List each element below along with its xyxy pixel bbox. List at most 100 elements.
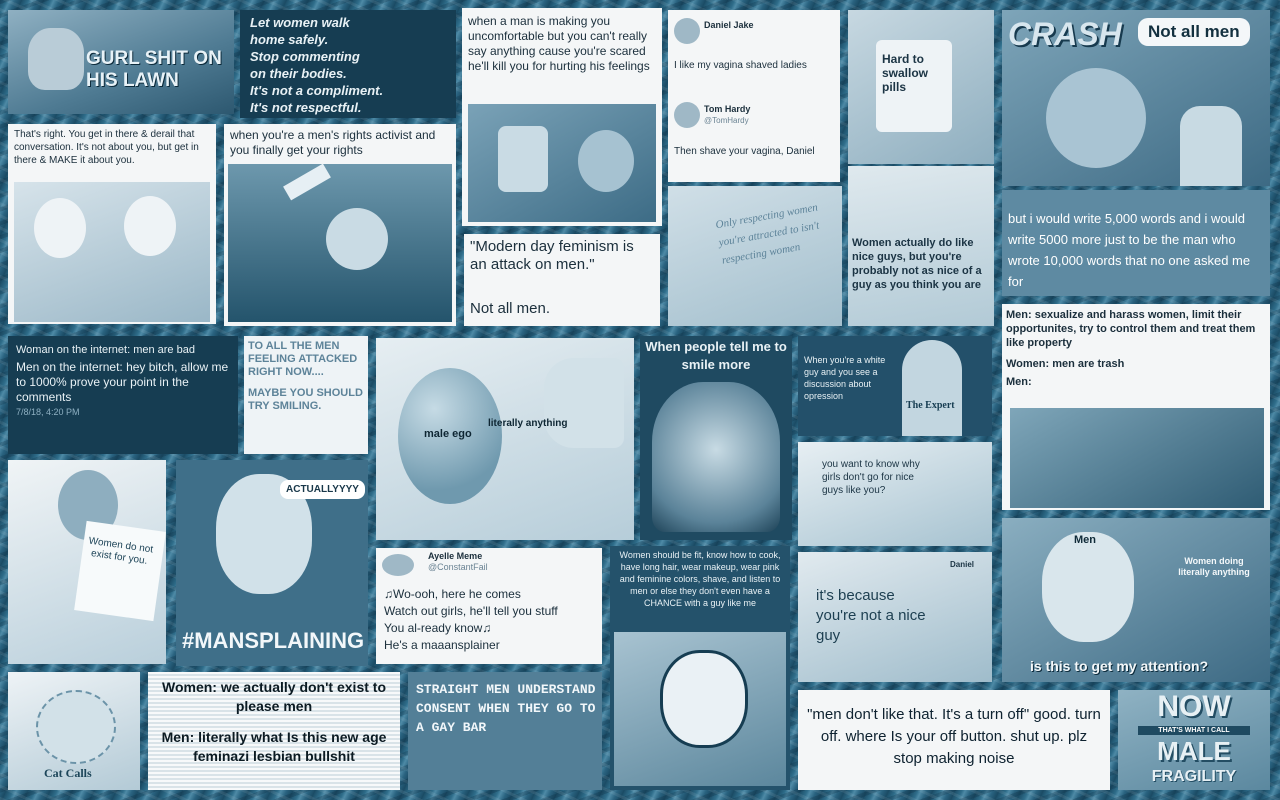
respecting-text: Only respecting women you're attracted t…: [714, 201, 821, 267]
avatar-tom: [674, 102, 700, 128]
anime-man: [1042, 532, 1134, 642]
tile-balloon: male ego literally anything: [376, 338, 634, 540]
song-line-1: ♫Wo-ooh, here he comes: [384, 587, 521, 601]
internet-time: 7/8/18, 4:20 PM: [16, 407, 80, 417]
crash-logo: CRASH: [1008, 16, 1122, 52]
tile-expert: When you're a white guy and you see a di…: [798, 336, 992, 436]
tile-crash: CRASH Not all men: [1002, 10, 1270, 186]
tile-tweet-daniel: Daniel Jake I like my vagina shaved ladi…: [668, 10, 840, 182]
avatar-ayelle: [382, 554, 414, 576]
attacked-line2: MAYBE YOU SHOULD TRY SMILING.: [248, 387, 363, 412]
tile-mra: when you're a men's rights activist and …: [224, 124, 456, 326]
words-text: but i would write 5,000 words and i woul…: [1008, 211, 1251, 289]
because-name: Daniel: [950, 560, 975, 569]
tile-consent: STRAIGHT MEN UNDERSTAND CONSENT WHEN THE…: [408, 672, 602, 790]
tile-because: Daniel it's because you're not a nice gu…: [798, 552, 992, 682]
tile-women-walk: Let women walk home safely. Stop comment…: [240, 10, 456, 118]
turn-off-text: "men don't like that. It's a turn off" g…: [807, 706, 1101, 767]
mra-text: when you're a men's rights activist and …: [230, 128, 436, 157]
walk-line-1: Let women walk: [250, 15, 350, 30]
catcalls-text: Cat Calls: [44, 766, 92, 780]
cowboy-figure: [1180, 106, 1242, 186]
internet-line2: Men on the internet: hey bitch, allow me…: [16, 360, 229, 404]
nice-guys-text: Women actually do like nice guys, but yo…: [852, 237, 982, 291]
mansplainer-name: Ayelle Meme: [428, 551, 483, 561]
internet-line1: Woman on the internet: men are bad: [16, 344, 195, 356]
uncomfortable-text: when a man is making you uncomfortable b…: [468, 14, 650, 73]
office-image: [1010, 408, 1264, 508]
fragility-middle: THAT'S WHAT I CALL: [1138, 726, 1250, 735]
tile-not-exist: Women do not exist for you.: [8, 460, 166, 664]
fragility-male: MALE: [1157, 736, 1231, 766]
tile-fragility: NOW THAT'S WHAT I CALL MALE FRAGILITY: [1118, 690, 1270, 790]
tile-fit: Women should be fit, know how to cook, h…: [610, 546, 790, 790]
comic-men-image: [14, 182, 210, 322]
butterfly-label-women: Women doing literally anything: [1178, 556, 1250, 577]
consent-text: STRAIGHT MEN UNDERSTAND CONSENT WHEN THE…: [416, 682, 596, 735]
tile-smile: When people tell me to smile more: [640, 336, 792, 540]
tile-mansplaining: ACTUALLYYYY #MANSPLAINING: [176, 460, 368, 666]
sexualize-line3: Men:: [1006, 376, 1032, 388]
tweet-text-2: Then shave your vagina, Daniel: [674, 146, 815, 157]
tile-feminazi: Women: we actually don't exist to please…: [148, 672, 400, 790]
crash-bubble: Not all men: [1138, 18, 1250, 46]
walk-line-6: It's not respectful.: [250, 100, 362, 115]
tile-only-respecting: Only respecting women you're attracted t…: [668, 186, 842, 326]
feminazi-line2: Men: literally what Is this new age femi…: [161, 729, 387, 764]
pill-bottle: [876, 40, 952, 132]
walk-line-3: Stop commenting: [250, 49, 360, 64]
cartoon-dad-image: [614, 632, 786, 786]
butterfly-label-men: Men: [1074, 534, 1096, 546]
balloon-shape: [398, 368, 502, 504]
why-girls-text: you want to know why girls don't go for …: [822, 459, 920, 496]
mansplainer-handle: @ConstantFail: [428, 562, 488, 572]
mansplaining-tag: #MANSPLAINING: [182, 628, 365, 653]
tile-mansplainer: Ayelle Meme @ConstantFail ♫Wo-ooh, here …: [376, 548, 602, 664]
tweet-text-1: I like my vagina shaved ladies: [674, 60, 807, 71]
expert-text: When you're a white guy and you see a di…: [804, 355, 886, 401]
song-line-3: You al-ready know♫: [384, 621, 492, 635]
song-line-4: He's a maaansplainer: [384, 638, 500, 652]
cat-drawing: [36, 690, 116, 764]
lawn-caption: GURL SHIT ON HIS LAWN: [86, 48, 222, 91]
balloon-label-anything: literally anything: [488, 418, 568, 429]
modern-quote: "Modern day feminism is an attack on men…: [470, 238, 634, 273]
tile-words: but i would write 5,000 words and i woul…: [1002, 190, 1270, 296]
fit-text: Women should be fit, know how to cook, h…: [619, 550, 781, 608]
tweet-handle-2: @TomHardy: [704, 116, 749, 125]
because-text: it's because you're not a nice guy: [816, 587, 926, 644]
sexualize-line2: Women: men are trash: [1006, 358, 1125, 370]
tile-butterfly: Men Women doing literally anything is th…: [1002, 518, 1270, 682]
actually-bubble: ACTUALLYYYY: [280, 480, 365, 499]
swimmer-image: [228, 163, 452, 322]
avatar-daniel: [674, 18, 700, 44]
tile-nice-guys: Women actually do like nice guys, but yo…: [848, 166, 994, 326]
hand-pin: [544, 358, 624, 448]
fragility-now: NOW: [1157, 690, 1231, 723]
tile-why-girls: you want to know why girls don't go for …: [798, 442, 992, 546]
tile-uncomfortable: when a man is making you uncomfortable b…: [462, 8, 662, 226]
walk-line-2: home safely.: [250, 32, 329, 47]
pills-label: Hard to swallow pills: [882, 52, 929, 94]
tile-attacked: TO ALL THE MEN FEELING ATTACKED RIGHT NO…: [244, 336, 368, 454]
modern-answer: Not all men.: [470, 300, 551, 317]
koolaid-man: [1046, 68, 1146, 168]
tweet-name-2: Tom Hardy: [704, 104, 751, 114]
tweet-name-1: Daniel Jake: [704, 20, 754, 30]
walk-line-4: on their bodies.: [250, 66, 347, 81]
cat-photo: [28, 28, 84, 90]
clown-image: [652, 382, 780, 532]
tile-sexualize: Men: sexualize and harass women, limit t…: [1002, 304, 1270, 510]
tile-internet: Woman on the internet: men are bad Men o…: [8, 336, 238, 454]
smile-text: When people tell me to smile more: [645, 339, 787, 372]
walk-line-5: It's not a compliment.: [250, 83, 384, 98]
derail-text: That's right. You get in there & derail …: [14, 129, 199, 166]
tile-derail: That's right. You get in there & derail …: [8, 124, 216, 324]
tile-catcalls: Cat Calls: [8, 672, 140, 790]
expert-shirt: The Expert: [906, 400, 955, 411]
feminazi-line1: Women: we actually don't exist to please…: [162, 679, 386, 714]
spongebob-image: [468, 104, 656, 222]
balloon-label-ego: male ego: [424, 428, 472, 440]
expert-kid: [902, 340, 962, 436]
tile-cat-lawn: GURL SHIT ON HIS LAWN: [8, 10, 234, 114]
